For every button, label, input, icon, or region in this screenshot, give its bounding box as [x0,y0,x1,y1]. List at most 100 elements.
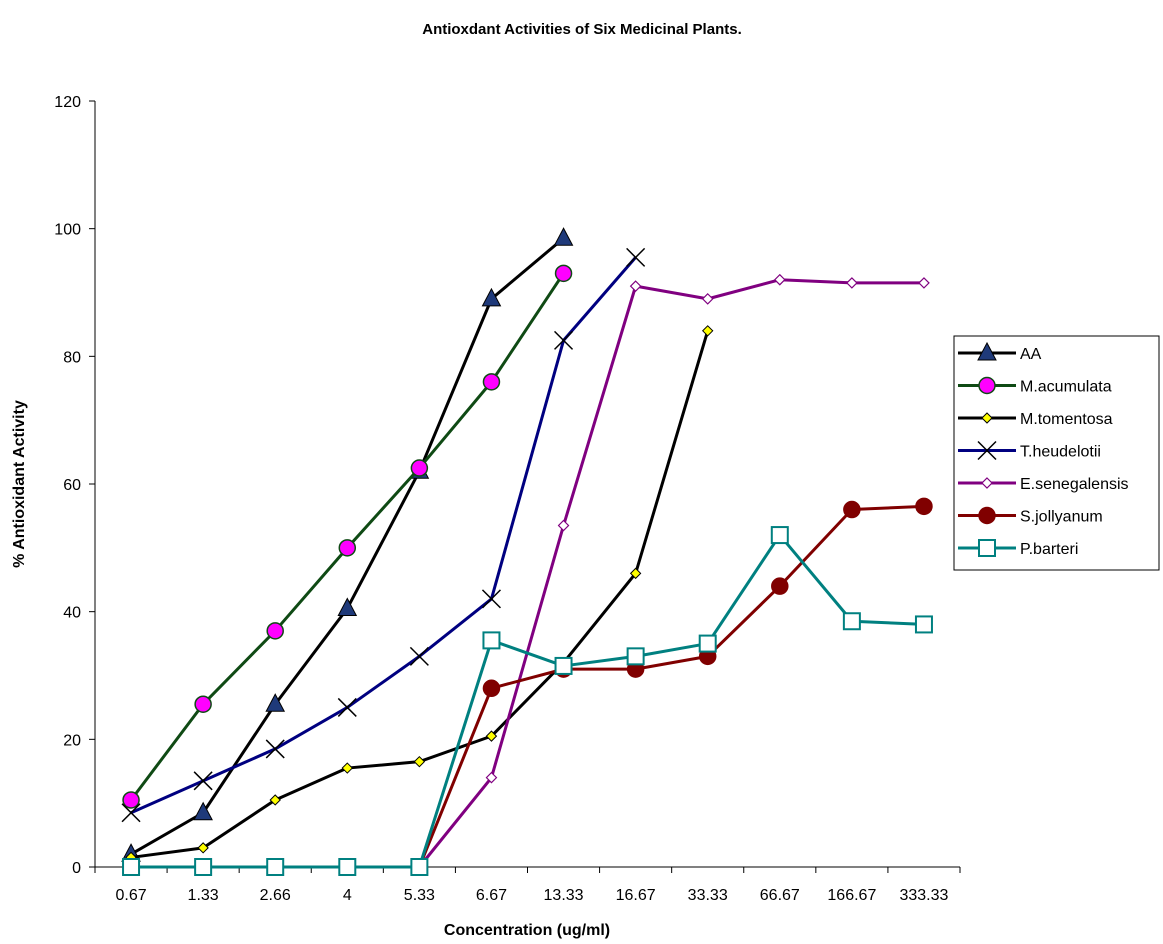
x-tick-label: 66.67 [760,887,800,904]
legend-label: M.tomentosa [1020,411,1113,428]
data-point [843,500,861,519]
x-tick-label: 33.33 [688,887,728,904]
legend-marker [978,539,996,557]
data-point [482,631,501,650]
data-point [918,277,930,289]
legend-label: E.senegalensis [1020,476,1129,493]
marker-stroke [481,589,501,609]
x-tick-label: 13.33 [544,887,584,904]
data-point [482,373,501,391]
series-line [131,504,925,869]
x-ticks: 0.67 1.33 2.66 4 5.33 6.67 13.33 16.67 33.33 66.6… [94,867,961,904]
x-tick-label: 1.33 [188,887,219,904]
data-point [629,280,642,292]
data-point [485,730,498,742]
series-line [131,533,925,869]
data-point [122,791,140,809]
data-point [482,679,501,698]
legend-marker [978,376,996,395]
x-tick-label: 333.33 [899,887,948,904]
series-p-barteri [122,526,933,876]
legend-item: T.heudelotii [958,440,1101,461]
x-tick-label: 6.67 [476,887,507,904]
data-point [413,755,426,768]
legend-label: S.jollyanum [1020,509,1103,526]
x-tick-label: 16.67 [616,887,656,904]
marker-stroke [265,739,285,759]
legend-item: M.acumulata [958,376,1112,396]
marker-stroke [121,803,141,823]
x-tick-label: 5.33 [404,887,435,904]
data-point [338,539,357,557]
legend-label: AA [1020,346,1042,363]
data-point [266,858,285,876]
data-point [266,622,284,640]
data-point [702,325,714,337]
marker-stroke [977,440,997,461]
data-point [554,656,573,675]
data-point [842,612,861,631]
legend-item: M.tomentosa [958,411,1113,428]
data-point [269,794,281,806]
data-point [771,577,789,595]
data-point [122,858,141,876]
data-point [193,771,213,791]
legend-marker [977,440,997,461]
x-tick-label: 4 [343,887,352,904]
data-point [193,801,213,821]
y-tick-label: 80 [63,349,81,366]
marker-stroke [193,771,213,791]
data-point [773,273,786,286]
data-point [626,647,645,666]
x-tick-label: 2.66 [260,887,291,904]
data-point [485,771,498,784]
y-tick-label: 120 [54,94,81,111]
y-tick-label: 0 [72,860,81,877]
legend-label: P.barteri [1020,541,1078,558]
legend-item: S.jollyanum [958,506,1103,526]
series-line [130,330,710,859]
data-point [410,858,429,876]
series-s-jollyanum [122,497,933,876]
series-layer [121,227,933,876]
y-tick-label: 40 [63,605,81,622]
data-point [846,277,858,289]
marker-stroke [337,697,357,717]
data-point [701,293,714,305]
y-axis-label: % Antioxidant Activity [11,400,28,568]
y-tick-label: 20 [63,732,81,749]
legend-label: M.acumulata [1020,379,1112,396]
x-tick-label: 166.67 [827,887,876,904]
legend-item: E.senegalensis [958,476,1129,493]
chart-title: Antioxdant Activities of Six Medicinal P… [422,21,742,38]
data-point [626,247,646,267]
plot-area [94,101,960,868]
series-line [418,278,924,868]
y-tick-label: 100 [54,222,81,239]
data-point [698,634,717,653]
data-point [481,589,501,609]
data-point [915,497,933,516]
data-point [121,803,141,823]
series-t-heudelotii [121,247,646,823]
data-point [554,264,573,283]
marker-stroke [626,247,646,267]
data-point [197,842,209,854]
legend-label: T.heudelotii [1020,444,1101,461]
data-point [557,519,570,532]
data-point [914,615,933,634]
legend: AA M.acumulata M.tomentosa T.heudelotii E.se… [953,335,1160,571]
series-line [130,256,637,815]
legend-item: AA [958,341,1042,363]
data-point [341,762,353,774]
legend-marker [981,412,993,424]
y-ticks: 0 20 40 60 80 100 120 [54,94,95,877]
legend-box [953,335,1160,571]
y-tick-label: 60 [63,477,81,494]
data-point [409,646,429,666]
legend-marker [981,477,993,489]
series-line [129,272,565,801]
data-point [629,567,642,580]
x-axis-label: Concentration (ug/ml) [444,922,610,939]
